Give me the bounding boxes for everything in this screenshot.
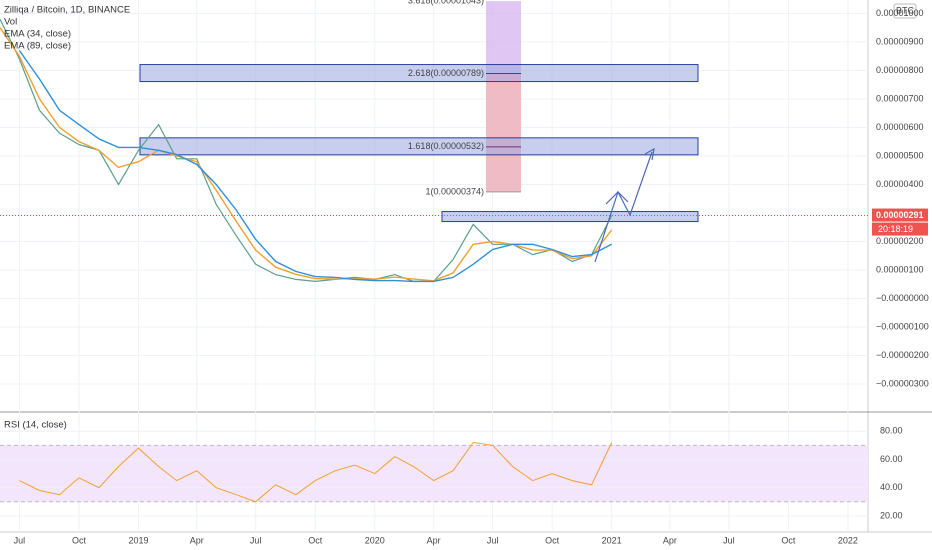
fib-box (139, 64, 699, 83)
fib-box (139, 137, 699, 156)
y-tick-label: 0.00000600 (876, 122, 924, 132)
y-tick-label: −0.00000100 (876, 321, 929, 331)
x-tick-label: 2022 (838, 535, 858, 545)
chart-title: Zilliqa / Bitcoin, 1D, BINANCE (4, 5, 130, 16)
resistance-box (441, 211, 699, 223)
y-tick-label: 20.00 (880, 510, 903, 520)
y-tick-label: 0.00001000 (876, 8, 924, 18)
last-price-label: 0.00000291 (876, 210, 924, 220)
x-tick-label: Oct (72, 535, 87, 545)
y-tick-label: 60.00 (880, 454, 903, 464)
arrow-head (605, 191, 629, 205)
fib-label: 1.618(0.00000532) (408, 141, 484, 151)
legend-entry: EMA (89, close) (4, 41, 71, 52)
x-tick-label: Jul (723, 535, 735, 545)
y-tick-label: 0.00000200 (876, 236, 924, 246)
x-tick-label: Oct (781, 535, 796, 545)
arrow-head (644, 147, 655, 161)
x-tick-label: Jul (250, 535, 262, 545)
layers: 2.618(0.00000789) 1.618(0.00000532) 3.618(… (0, 0, 868, 532)
legend-entry: EMA (34, close) (4, 29, 71, 40)
x-tick-label: Jul (487, 535, 499, 545)
x-tick-label: Oct (545, 535, 560, 545)
projection-arrow (594, 151, 653, 263)
x-tick-label: Apr (663, 535, 677, 545)
last-price-tag (872, 208, 928, 222)
y-tick-label: −0.00000000 (876, 293, 929, 303)
y-tick-label: −0.00000200 (876, 350, 929, 360)
x-tick-label: 2021 (602, 535, 622, 545)
x-tick-label: 2019 (129, 535, 149, 545)
x-tick-label: Apr (190, 535, 204, 545)
rsi-band (0, 445, 868, 502)
countdown: 20:18:19 (878, 224, 913, 234)
price-axis-panel (868, 0, 932, 550)
fib-label: 2.618(0.00000789) (408, 68, 484, 78)
fib-label: 3.618(0.00001043) (408, 0, 484, 6)
x-tick-label: Jul (14, 535, 26, 545)
x-tick-label: Apr (427, 535, 441, 545)
y-tick-label: 0.00000500 (876, 150, 924, 160)
x-tick-label: 2020 (365, 535, 385, 545)
y-tick-label: 0.00000900 (876, 36, 924, 46)
fib-zone-lower (486, 73, 521, 192)
ema-line (18, 50, 613, 283)
y-tick-label: 0.00000400 (876, 179, 924, 189)
y-tick-label: −0.00000300 (876, 378, 929, 388)
currency: BTC (896, 5, 915, 15)
ema-line (0, 27, 613, 282)
rsi-line (19, 441, 613, 503)
y-tick-label: 0.00000700 (876, 93, 924, 103)
rsi-title: RSI (14, close) (4, 420, 67, 431)
y-tick-label: 0.00000800 (876, 65, 924, 75)
currency-tag (893, 3, 917, 19)
y-tick-label: 40.00 (880, 482, 903, 492)
x-tick-label: Oct (308, 535, 323, 545)
fib-label: 1(0.00000374) (425, 186, 484, 196)
y-tick-label: 0.00000100 (876, 264, 924, 274)
y-tick-label: 80.00 (880, 426, 903, 436)
volume-label: Vol (4, 17, 17, 28)
countdown-tag (872, 222, 928, 236)
